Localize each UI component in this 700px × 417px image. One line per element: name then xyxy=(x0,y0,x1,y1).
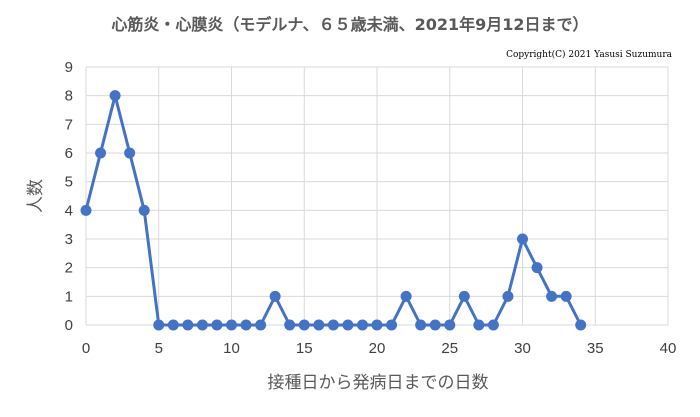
x-tick-label: 10 xyxy=(223,340,240,357)
y-tick-label: 6 xyxy=(65,145,73,162)
data-point xyxy=(327,319,339,331)
data-point xyxy=(226,319,237,331)
data-point xyxy=(386,319,398,331)
data-point xyxy=(473,319,485,331)
y-tick-label: 9 xyxy=(65,59,73,76)
series-people-count xyxy=(80,90,587,331)
data-point xyxy=(415,319,427,331)
data-point xyxy=(80,204,92,216)
data-point xyxy=(444,319,456,331)
x-axis-title: 接種日から発病日までの日数 xyxy=(268,373,489,393)
y-axis-title: 人数 xyxy=(26,179,46,213)
data-point xyxy=(313,319,325,331)
data-point xyxy=(284,319,296,331)
data-point xyxy=(458,290,470,302)
tick-labels: 0 1 2 3 4 5 6 7 8 9 0 5 10 15 20 25 30 35 40 xyxy=(65,59,677,357)
x-tick-label: 15 xyxy=(296,340,313,357)
grid xyxy=(85,66,669,326)
data-point xyxy=(546,290,558,302)
y-tick-label: 5 xyxy=(65,174,73,191)
data-point xyxy=(95,147,107,159)
x-tick-label: 0 xyxy=(82,340,90,357)
y-tick-label: 3 xyxy=(65,231,73,248)
data-point xyxy=(517,233,528,245)
y-tick-label: 8 xyxy=(65,88,73,105)
data-point xyxy=(255,319,267,331)
x-tick-label: 20 xyxy=(369,340,386,357)
data-point xyxy=(240,319,252,331)
y-tick-label: 1 xyxy=(65,288,73,305)
data-point xyxy=(429,319,441,331)
y-tick-label: 2 xyxy=(65,260,73,277)
data-point xyxy=(356,319,368,331)
data-point xyxy=(196,319,208,331)
y-tick-label: 0 xyxy=(65,317,73,334)
y-tick-label: 7 xyxy=(65,116,73,133)
data-point xyxy=(167,319,179,331)
data-point xyxy=(153,319,165,331)
chart-title: 心筋炎・心膜炎（モデルナ、６５歳未満、2021年9月12日まで） xyxy=(111,15,588,34)
x-tick-label: 40 xyxy=(660,340,677,357)
data-point xyxy=(342,319,354,331)
data-point xyxy=(298,319,310,331)
data-point xyxy=(502,290,514,302)
data-point xyxy=(182,319,194,331)
data-point xyxy=(124,147,136,159)
x-tick-label: 5 xyxy=(155,340,163,357)
data-point xyxy=(211,319,223,331)
data-point xyxy=(575,319,587,331)
y-tick-label: 4 xyxy=(65,202,73,219)
data-point xyxy=(371,319,383,331)
data-point xyxy=(109,90,121,102)
copyright-note: Copyright(C) 2021 Yasusi Suzumura xyxy=(506,49,673,60)
data-point xyxy=(487,319,499,331)
data-point xyxy=(269,290,281,302)
data-point xyxy=(138,204,150,216)
x-tick-label: 25 xyxy=(441,340,458,357)
data-point xyxy=(560,290,572,302)
data-point xyxy=(400,290,412,302)
x-tick-label: 30 xyxy=(514,340,531,357)
data-point xyxy=(531,262,543,274)
x-tick-label: 35 xyxy=(587,340,604,357)
